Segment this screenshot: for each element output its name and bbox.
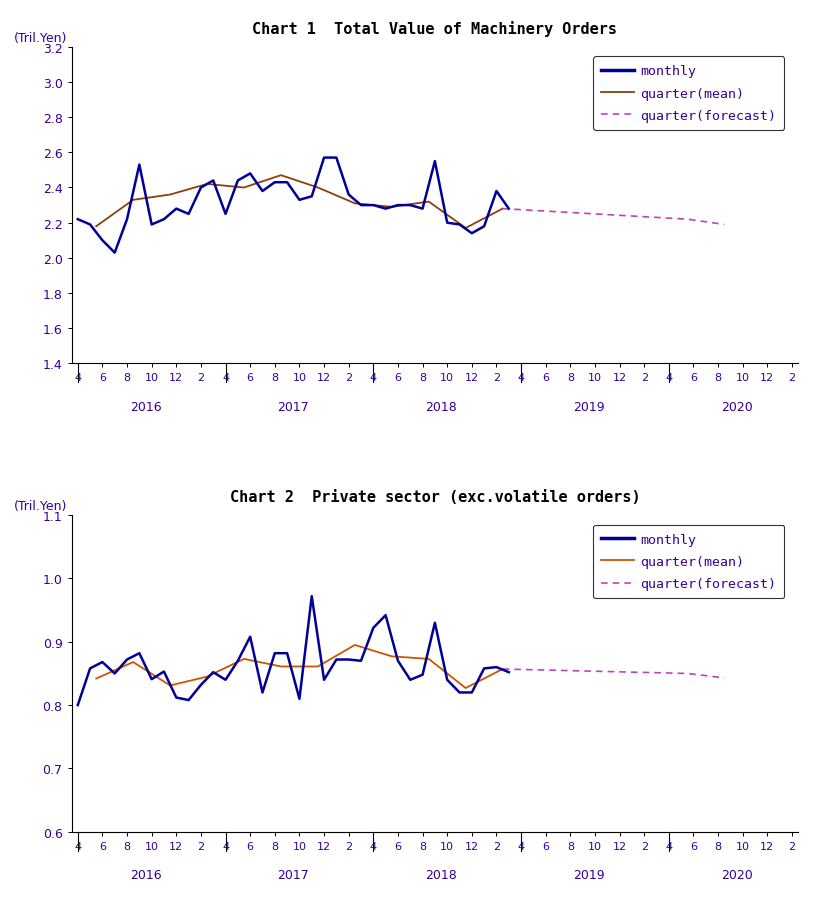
Text: (Tril.Yen): (Tril.Yen)	[13, 500, 67, 512]
Text: 2017: 2017	[278, 869, 309, 881]
Text: 2018: 2018	[425, 400, 457, 413]
Text: 2016: 2016	[129, 400, 161, 413]
Title: Chart 1  Total Value of Machinery Orders: Chart 1 Total Value of Machinery Orders	[252, 21, 618, 37]
Text: 2019: 2019	[573, 869, 604, 881]
Text: 2020: 2020	[721, 869, 753, 881]
Text: 2019: 2019	[573, 400, 604, 413]
Text: 2018: 2018	[425, 869, 457, 881]
Text: 2016: 2016	[129, 869, 161, 881]
Title: Chart 2  Private sector (exc.volatile orders): Chart 2 Private sector (exc.volatile ord…	[229, 490, 640, 504]
Text: (Tril.Yen): (Tril.Yen)	[13, 32, 67, 44]
Legend: monthly, quarter(mean), quarter(forecast): monthly, quarter(mean), quarter(forecast…	[593, 58, 785, 131]
Text: 2020: 2020	[721, 400, 753, 413]
Legend: monthly, quarter(mean), quarter(forecast): monthly, quarter(mean), quarter(forecast…	[593, 525, 785, 599]
Text: 2017: 2017	[278, 400, 309, 413]
